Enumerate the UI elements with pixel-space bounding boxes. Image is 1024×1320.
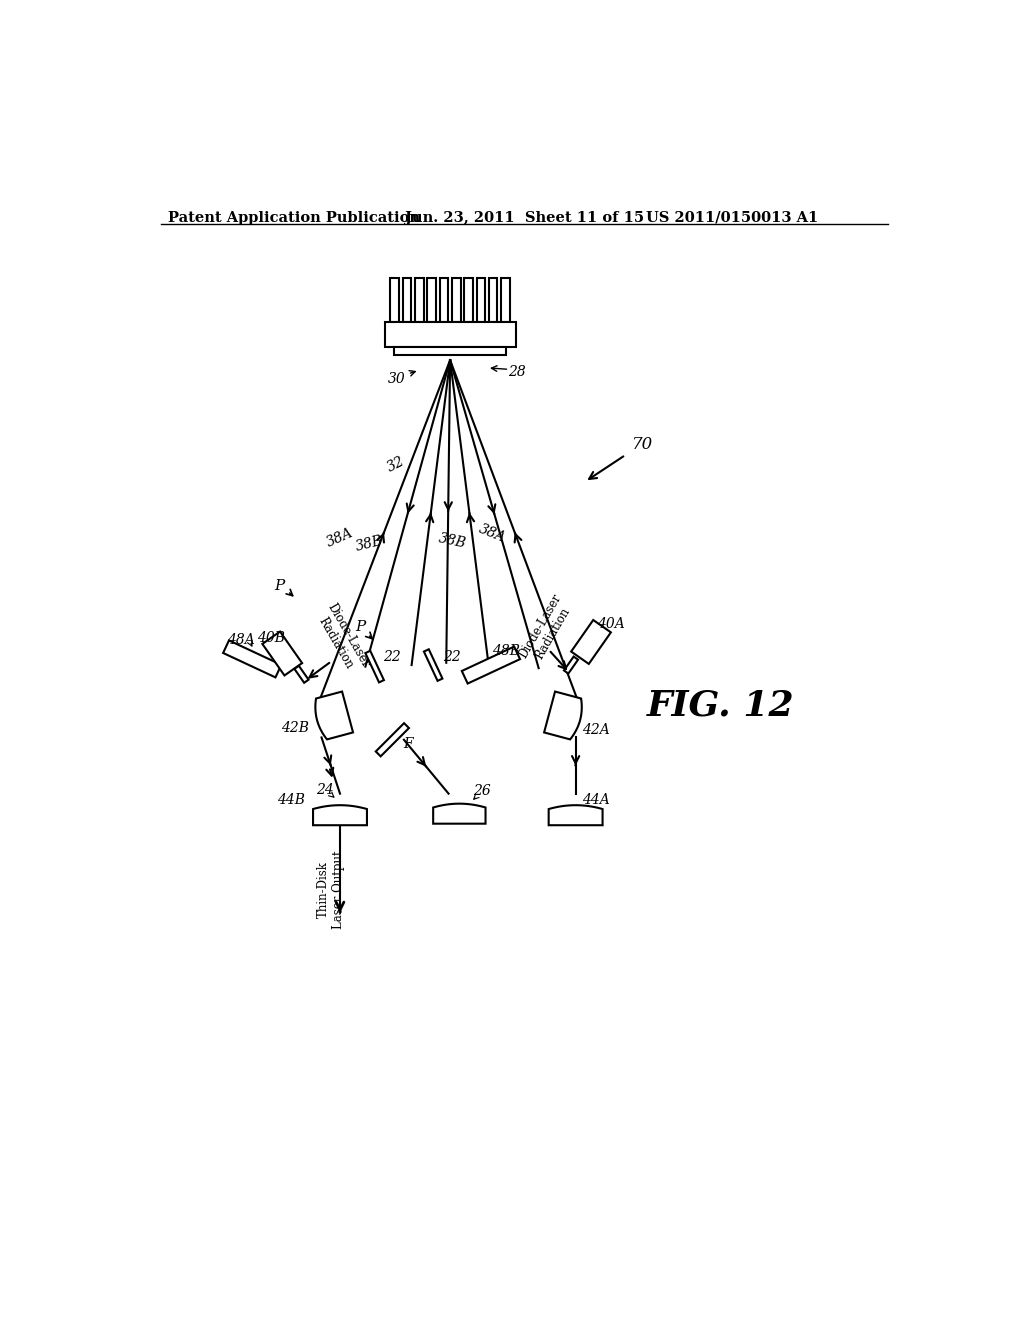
Polygon shape	[415, 277, 424, 322]
Text: 38B: 38B	[437, 532, 468, 550]
Text: 44A: 44A	[582, 793, 609, 807]
Text: 40B: 40B	[257, 631, 286, 645]
Text: 48A: 48A	[226, 632, 255, 647]
Polygon shape	[502, 277, 510, 322]
Polygon shape	[390, 277, 399, 322]
Text: 38B: 38B	[354, 533, 385, 553]
Text: F: F	[403, 737, 413, 751]
Polygon shape	[223, 640, 282, 677]
Polygon shape	[564, 656, 579, 673]
Text: 42A: 42A	[583, 723, 610, 737]
Text: 44B: 44B	[276, 793, 305, 807]
Polygon shape	[295, 665, 308, 682]
Polygon shape	[402, 277, 412, 322]
Text: Diode-Laser
Radiation: Diode-Laser Radiation	[516, 591, 577, 668]
Text: FIG. 12: FIG. 12	[646, 688, 794, 722]
Polygon shape	[424, 649, 442, 681]
Polygon shape	[452, 277, 461, 322]
Polygon shape	[549, 805, 602, 825]
Polygon shape	[433, 804, 485, 824]
Text: P: P	[274, 578, 285, 593]
Polygon shape	[489, 277, 498, 322]
Text: 32: 32	[385, 454, 408, 474]
Text: 24: 24	[316, 783, 334, 797]
Text: Diode-Laser
Radiation: Diode-Laser Radiation	[312, 602, 373, 678]
Text: 22: 22	[383, 649, 401, 664]
Polygon shape	[315, 692, 353, 739]
Text: Jun. 23, 2011  Sheet 11 of 15: Jun. 23, 2011 Sheet 11 of 15	[404, 211, 644, 224]
Text: Patent Application Publication: Patent Application Publication	[168, 211, 420, 224]
Text: 40A: 40A	[597, 618, 625, 631]
Polygon shape	[313, 805, 367, 825]
Text: 30: 30	[387, 372, 406, 387]
Polygon shape	[462, 647, 520, 684]
Text: 48B: 48B	[493, 644, 520, 659]
Text: 26: 26	[473, 784, 490, 799]
Text: 38A: 38A	[325, 525, 355, 550]
Polygon shape	[262, 631, 302, 676]
Polygon shape	[427, 277, 436, 322]
Polygon shape	[366, 651, 384, 682]
Text: US 2011/0150013 A1: US 2011/0150013 A1	[646, 211, 819, 224]
Polygon shape	[439, 277, 449, 322]
Text: P: P	[355, 619, 366, 634]
Text: Thin-Disk
Laser Output: Thin-Disk Laser Output	[316, 850, 345, 929]
Polygon shape	[376, 723, 409, 756]
Polygon shape	[571, 620, 611, 664]
Polygon shape	[544, 692, 582, 739]
Polygon shape	[385, 322, 515, 347]
Text: 22: 22	[443, 651, 461, 664]
Polygon shape	[464, 277, 473, 322]
Polygon shape	[394, 347, 506, 355]
Text: 42B: 42B	[281, 721, 308, 735]
Text: 70: 70	[632, 437, 653, 453]
Text: 38A: 38A	[477, 521, 508, 545]
Polygon shape	[477, 277, 485, 322]
Text: 28: 28	[508, 366, 526, 379]
